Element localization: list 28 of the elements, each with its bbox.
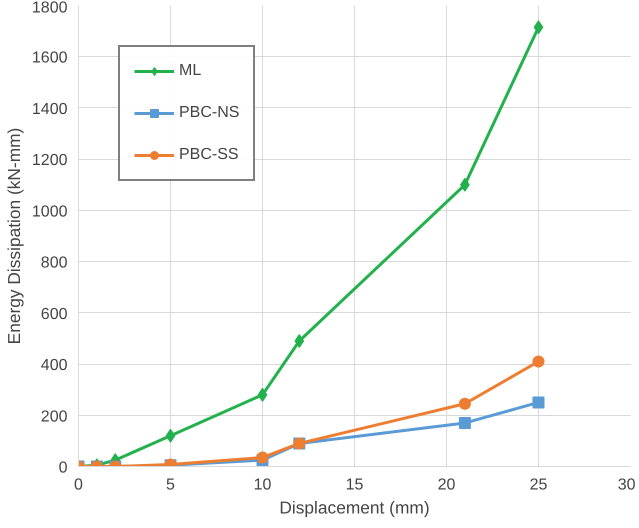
point xyxy=(532,396,544,408)
point xyxy=(294,334,304,348)
y-tick-label: 0 xyxy=(58,460,68,476)
y-tick-label: 400 xyxy=(40,357,68,374)
x-tick-label: 10 xyxy=(254,476,272,494)
x-tick-label: 20 xyxy=(438,476,456,494)
x-tick-label: 0 xyxy=(74,476,84,494)
legend-label: ML xyxy=(179,62,202,80)
y-tick-label: 600 xyxy=(40,306,68,323)
legend-label: PBC-NS xyxy=(179,104,240,122)
point xyxy=(532,356,544,368)
y-axis-title: Energy Dissipation (kN-mm) xyxy=(4,128,24,344)
legend-label: PBC-SS xyxy=(179,146,239,164)
x-tick-label: 15 xyxy=(346,476,364,494)
x-tick-label: 30 xyxy=(618,476,636,494)
x-axis-title: Displacement (mm) xyxy=(279,498,430,518)
point xyxy=(458,398,471,410)
x-tick-label: 25 xyxy=(530,476,548,494)
point xyxy=(256,452,268,464)
y-tick-label: 200 xyxy=(40,408,68,426)
point xyxy=(458,416,471,429)
y-tick-label: 800 xyxy=(40,254,68,272)
y-tick-label: 1800 xyxy=(32,0,68,16)
y-tick-label: 1200 xyxy=(32,152,68,170)
y-tick-label: 1400 xyxy=(32,100,68,118)
y-tick-label: 1600 xyxy=(32,50,68,67)
y-tick-label: 1000 xyxy=(32,203,68,220)
x-tick-label: 5 xyxy=(166,476,176,494)
